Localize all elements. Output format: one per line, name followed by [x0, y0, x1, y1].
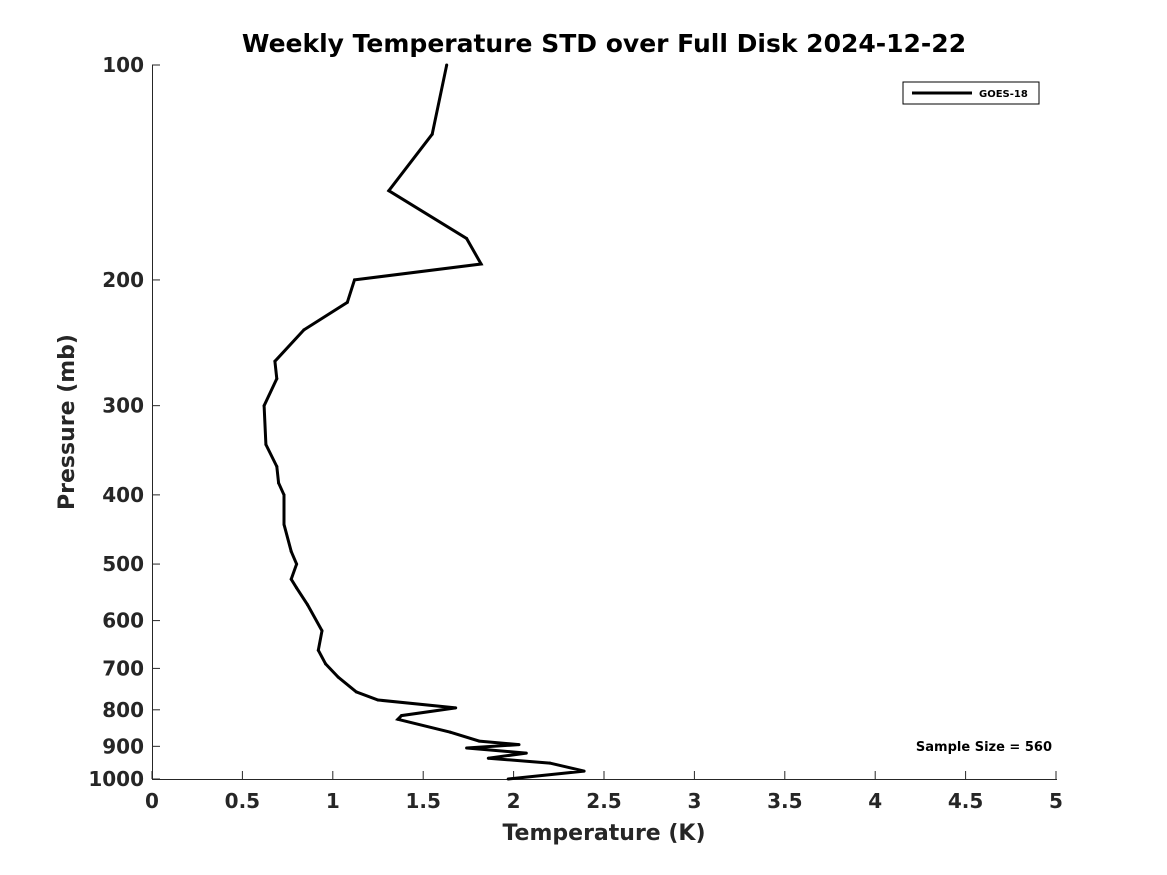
x-tick-label: 0.5	[225, 789, 260, 813]
data-point	[465, 746, 469, 750]
data-point	[376, 698, 380, 702]
data-point	[430, 132, 434, 136]
y-tick-label: 900	[102, 734, 144, 758]
y-tick-label: 100	[102, 53, 144, 77]
data-point	[396, 717, 400, 721]
y-tick-label: 1000	[88, 767, 144, 791]
data-point	[479, 262, 483, 266]
x-tick-label: 4	[868, 789, 882, 813]
y-tick-label: 700	[102, 656, 144, 680]
data-point	[295, 562, 299, 566]
data-point	[354, 690, 358, 694]
data-point	[345, 300, 349, 304]
x-tick-label: 5	[1049, 789, 1063, 813]
data-point	[387, 189, 391, 193]
x-axis-label: Temperature (K)	[502, 821, 705, 846]
data-point	[275, 465, 279, 468]
x-ticks: 0 0.5 1 1.5 2 2.5 3 3.5 4 4.5 5	[145, 771, 1063, 813]
data-point	[548, 761, 552, 765]
data-point	[582, 769, 586, 773]
data-point	[353, 278, 356, 282]
y-tick-label: 800	[102, 698, 144, 722]
data-point	[324, 662, 328, 666]
x-tick-label: 4.5	[948, 789, 983, 813]
data-point	[316, 648, 320, 652]
y-ticks: 100 200 300 400 500 600 700 800 900 1000	[88, 53, 160, 791]
x-tick-label: 3	[687, 789, 701, 813]
data-point	[295, 586, 299, 590]
data-point	[506, 777, 510, 781]
legend: GOES-18	[902, 81, 1040, 105]
data-point	[302, 328, 306, 332]
data-point	[477, 739, 481, 743]
data-point	[448, 730, 452, 734]
data-point	[336, 675, 340, 679]
data-point	[289, 549, 293, 553]
x-tick-label: 1.5	[405, 789, 440, 813]
axes	[152, 65, 1057, 780]
series-points	[262, 63, 586, 781]
data-point	[273, 359, 277, 363]
series-group	[262, 63, 586, 781]
y-tick-label: 400	[102, 483, 144, 507]
data-point	[277, 481, 281, 485]
data-point	[454, 706, 458, 710]
data-point	[400, 714, 403, 718]
chart-title: Weekly Temperature STD over Full Disk 20…	[242, 29, 966, 58]
data-point	[264, 443, 268, 446]
x-tick-label: 1	[326, 789, 340, 813]
legend-label-goes-18: GOES-18	[979, 89, 1028, 100]
x-tick-label: 3.5	[767, 789, 802, 813]
x-tick-label: 0	[145, 789, 159, 813]
data-point	[524, 751, 528, 755]
data-point	[289, 577, 293, 581]
x-tick-label: 2.5	[586, 789, 621, 813]
data-point	[517, 743, 521, 747]
x-tick-label: 2	[507, 789, 521, 813]
data-point	[306, 603, 309, 607]
y-tick-label: 600	[102, 609, 144, 633]
data-point	[320, 629, 324, 633]
y-tick-label: 200	[102, 268, 144, 292]
data-point	[275, 377, 279, 381]
data-point	[445, 63, 449, 67]
y-tick-label: 500	[102, 552, 144, 576]
data-point	[486, 756, 490, 760]
y-tick-label: 300	[102, 394, 144, 418]
data-point	[262, 404, 266, 408]
goes-18-series-line	[262, 64, 585, 781]
data-point	[282, 493, 286, 497]
y-axis-label: Pressure (mb)	[55, 334, 80, 510]
data-point	[465, 237, 469, 240]
sample-size-annotation: Sample Size = 560	[916, 740, 1052, 755]
data-point	[282, 522, 286, 526]
